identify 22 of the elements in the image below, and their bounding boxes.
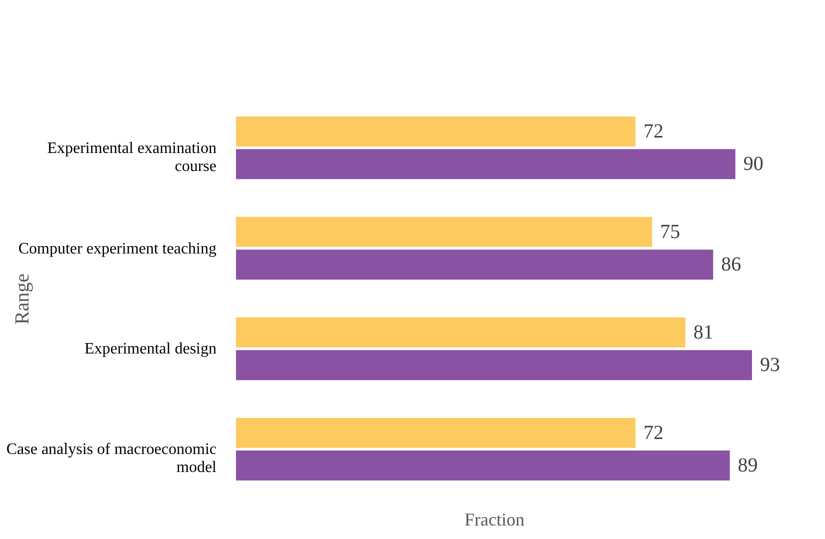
y-tick-label: Computer experiment teaching: [18, 240, 216, 258]
x-axis-title: Fraction: [464, 510, 524, 530]
bar: [236, 317, 686, 348]
data-label: 90: [743, 153, 764, 176]
bar: [236, 250, 714, 280]
bar: [236, 350, 752, 380]
bar: [236, 216, 652, 247]
bar: [236, 450, 730, 481]
data-label: 86: [721, 254, 742, 276]
y-tick-label: Experimental design: [84, 340, 216, 358]
y-tick-label: Experimental examination course: [47, 140, 216, 175]
bar: [236, 418, 636, 448]
data-label: 72: [643, 120, 664, 142]
y-tick-label: Case analysis of macroeconomic model: [6, 441, 218, 476]
data-label: 72: [643, 422, 664, 444]
bar: [236, 149, 736, 180]
y-axis-title: Range: [12, 273, 34, 325]
data-label: 81: [693, 321, 714, 344]
data-label: 89: [738, 454, 758, 477]
data-label: 75: [660, 220, 680, 243]
data-label: 93: [760, 354, 780, 376]
bar: [236, 116, 636, 146]
